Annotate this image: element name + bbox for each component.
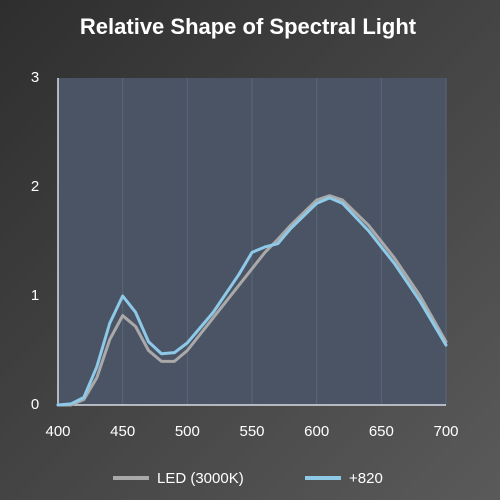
x-tick-label: 500 — [175, 423, 200, 440]
legend-label: +820 — [349, 470, 383, 487]
y-tick-label: 3 — [31, 69, 39, 86]
x-tick-label: 550 — [239, 423, 264, 440]
y-tick-label: 2 — [31, 178, 39, 195]
series-line — [56, 196, 448, 407]
x-tick-label: 450 — [110, 423, 135, 440]
x-tick-label: 650 — [369, 423, 394, 440]
x-tick-label: 400 — [45, 423, 70, 440]
series-line — [56, 194, 448, 407]
x-tick-label: 600 — [304, 423, 329, 440]
y-tick-label: 1 — [31, 287, 39, 304]
legend-label: LED (3000K) — [157, 470, 244, 487]
y-tick-label: 0 — [31, 396, 39, 413]
chart-title: Relative Shape of Spectral Light — [80, 14, 417, 39]
x-tick-label: 700 — [433, 423, 458, 440]
